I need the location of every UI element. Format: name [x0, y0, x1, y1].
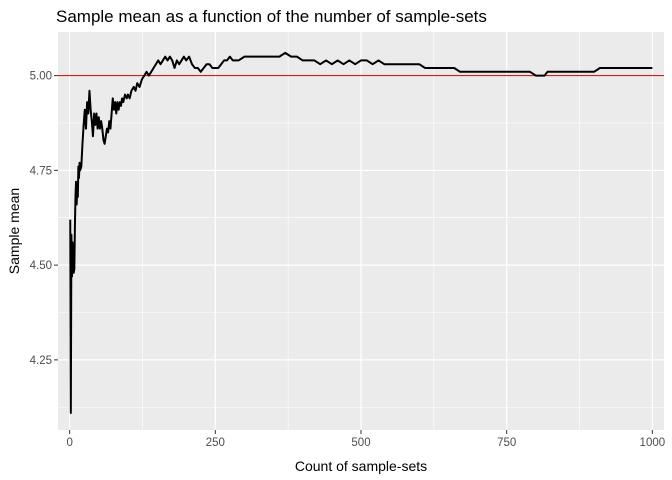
y-tick-label: 4.75	[30, 165, 52, 177]
chart-title: Sample mean as a function of the number …	[56, 7, 487, 26]
x-tick-label: 0	[66, 437, 72, 449]
y-axis-title: Sample mean	[6, 188, 22, 274]
x-axis-title: Count of sample-sets	[295, 458, 427, 474]
series-line-sample-mean	[69, 51, 653, 414]
x-tick-label: 500	[351, 437, 370, 449]
y-tick-label: 4.25	[30, 355, 52, 367]
y-axis-ticks: 4.25 4.50 4.75 5.00	[30, 71, 58, 367]
x-axis-ticks: 0 250 500 750 1000	[66, 430, 665, 449]
y-tick-label: 4.50	[30, 260, 52, 272]
x-tick-label: 1000	[640, 437, 666, 449]
minor-x-gridlines	[142, 32, 580, 430]
major-x-gridlines	[69, 32, 653, 430]
y-tick-label: 5.00	[30, 71, 52, 83]
x-tick-label: 250	[206, 437, 225, 449]
x-tick-label: 750	[497, 437, 516, 449]
